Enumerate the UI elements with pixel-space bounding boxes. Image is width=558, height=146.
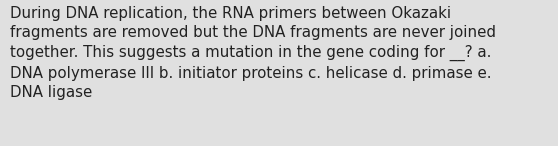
Text: During DNA replication, the RNA primers between Okazaki
fragments are removed bu: During DNA replication, the RNA primers … bbox=[10, 6, 496, 100]
